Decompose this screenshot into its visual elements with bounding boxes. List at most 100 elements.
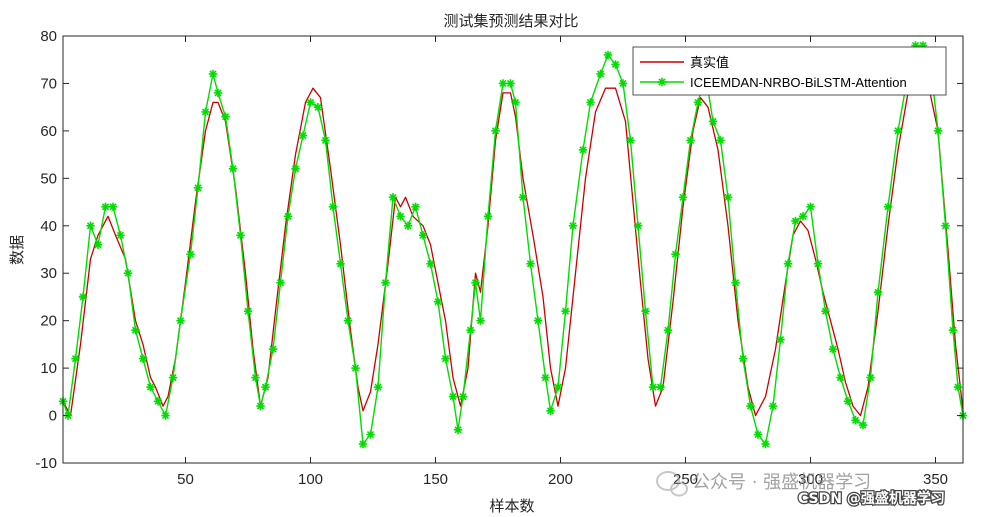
y-tick-label: 70 xyxy=(40,75,57,92)
data-point-marker xyxy=(313,102,323,112)
data-point-marker xyxy=(953,382,963,392)
legend[interactable]: 真实值 ICEEMDAN-NRBO-BiLSTM-Attention xyxy=(632,46,947,96)
data-point-marker xyxy=(941,221,950,230)
data-point-marker xyxy=(476,316,485,325)
data-point-marker xyxy=(193,183,203,193)
y-tick-label: 20 xyxy=(40,313,57,330)
data-point-marker xyxy=(541,373,550,382)
data-point-marker xyxy=(568,221,578,230)
x-tick-label: 150 xyxy=(423,471,448,488)
data-point-marker xyxy=(626,136,635,145)
data-point-marker xyxy=(328,202,338,211)
data-point-marker xyxy=(261,382,270,392)
series-markers-1 xyxy=(58,41,968,449)
data-point-marker xyxy=(433,297,443,306)
data-point-marker xyxy=(243,306,253,316)
legend-marker-prediction xyxy=(657,77,667,87)
data-point-marker xyxy=(221,112,230,121)
data-point-marker xyxy=(776,335,785,344)
y-axis-label: 数据 xyxy=(8,235,26,265)
data-point-marker xyxy=(746,401,755,411)
data-point-marker xyxy=(283,212,293,221)
data-point-marker xyxy=(483,212,493,221)
data-point-marker xyxy=(131,325,140,335)
data-point-marker xyxy=(381,278,390,287)
chart-title: 测试集预测结果对比 xyxy=(443,12,578,30)
data-point-marker xyxy=(716,136,725,145)
data-point-marker xyxy=(448,392,458,401)
data-point-marker xyxy=(948,325,958,335)
y-tick-label: 40 xyxy=(40,218,57,235)
data-point-marker xyxy=(411,202,420,211)
y-tick-label: 60 xyxy=(40,123,57,140)
data-point-marker xyxy=(388,193,398,202)
x-tick-label: 50 xyxy=(177,471,194,488)
data-point-marker xyxy=(618,79,628,88)
data-point-marker xyxy=(518,193,528,202)
data-point-marker xyxy=(426,259,435,268)
y-tick-label: 30 xyxy=(40,265,57,282)
data-point-marker xyxy=(138,354,148,363)
data-point-marker xyxy=(491,126,500,136)
data-point-marker xyxy=(791,216,800,226)
data-point-marker xyxy=(268,344,278,354)
data-point-marker xyxy=(403,221,413,230)
data-point-marker xyxy=(306,98,315,107)
data-point-marker xyxy=(783,259,793,268)
data-point-marker xyxy=(453,425,463,434)
data-point-marker xyxy=(893,126,903,136)
data-point-marker xyxy=(511,98,520,107)
data-point-marker xyxy=(86,221,95,230)
data-point-marker xyxy=(738,354,748,363)
data-point-marker xyxy=(753,430,763,439)
data-point-marker xyxy=(358,439,368,449)
x-tick-label: 200 xyxy=(548,471,573,488)
series-layer xyxy=(58,41,968,449)
data-point-marker xyxy=(761,439,770,449)
data-point-marker xyxy=(533,316,543,325)
data-point-marker xyxy=(671,250,680,259)
data-point-marker xyxy=(866,373,875,382)
data-point-marker xyxy=(213,88,223,98)
data-point-marker xyxy=(466,325,475,335)
data-point-marker xyxy=(596,69,605,79)
data-point-marker xyxy=(471,278,480,287)
data-point-marker xyxy=(678,193,688,202)
data-point-marker xyxy=(251,373,260,382)
wechat-watermark-text: 公众号 · 强盛机器学习 xyxy=(692,472,871,493)
legend-asterisk-icon xyxy=(657,77,667,87)
data-point-marker xyxy=(298,131,308,140)
x-tick-label: 300 xyxy=(798,471,823,488)
data-point-marker xyxy=(71,354,80,363)
data-point-marker xyxy=(396,212,405,221)
data-point-marker xyxy=(821,306,830,316)
y-tick-label: 0 xyxy=(49,408,57,425)
data-point-marker xyxy=(201,107,210,117)
data-point-marker xyxy=(176,316,185,325)
data-point-marker xyxy=(236,231,245,240)
y-tick-label: 10 xyxy=(40,360,57,377)
data-point-marker xyxy=(561,306,570,316)
data-point-marker xyxy=(806,202,815,211)
data-point-marker xyxy=(186,250,195,259)
data-point-marker xyxy=(498,79,508,88)
series-line-0 xyxy=(62,73,964,417)
data-point-marker xyxy=(723,193,733,202)
data-point-marker xyxy=(526,259,535,268)
data-point-marker xyxy=(663,325,673,335)
data-point-marker xyxy=(798,212,808,221)
data-point-marker xyxy=(93,240,103,249)
wechat-watermark: 公众号 · 强盛机器学习 xyxy=(656,471,871,497)
data-point-marker xyxy=(813,259,823,268)
data-point-marker xyxy=(603,50,613,60)
data-point-marker xyxy=(843,397,853,406)
data-point-marker xyxy=(693,98,703,107)
data-point-marker xyxy=(78,292,88,302)
data-point-marker xyxy=(611,60,620,69)
data-point-marker xyxy=(276,278,285,287)
data-point-marker xyxy=(506,79,515,88)
data-point-marker xyxy=(123,269,133,278)
data-point-marker xyxy=(578,145,588,155)
data-point-marker xyxy=(731,278,740,287)
data-point-marker xyxy=(553,382,563,392)
